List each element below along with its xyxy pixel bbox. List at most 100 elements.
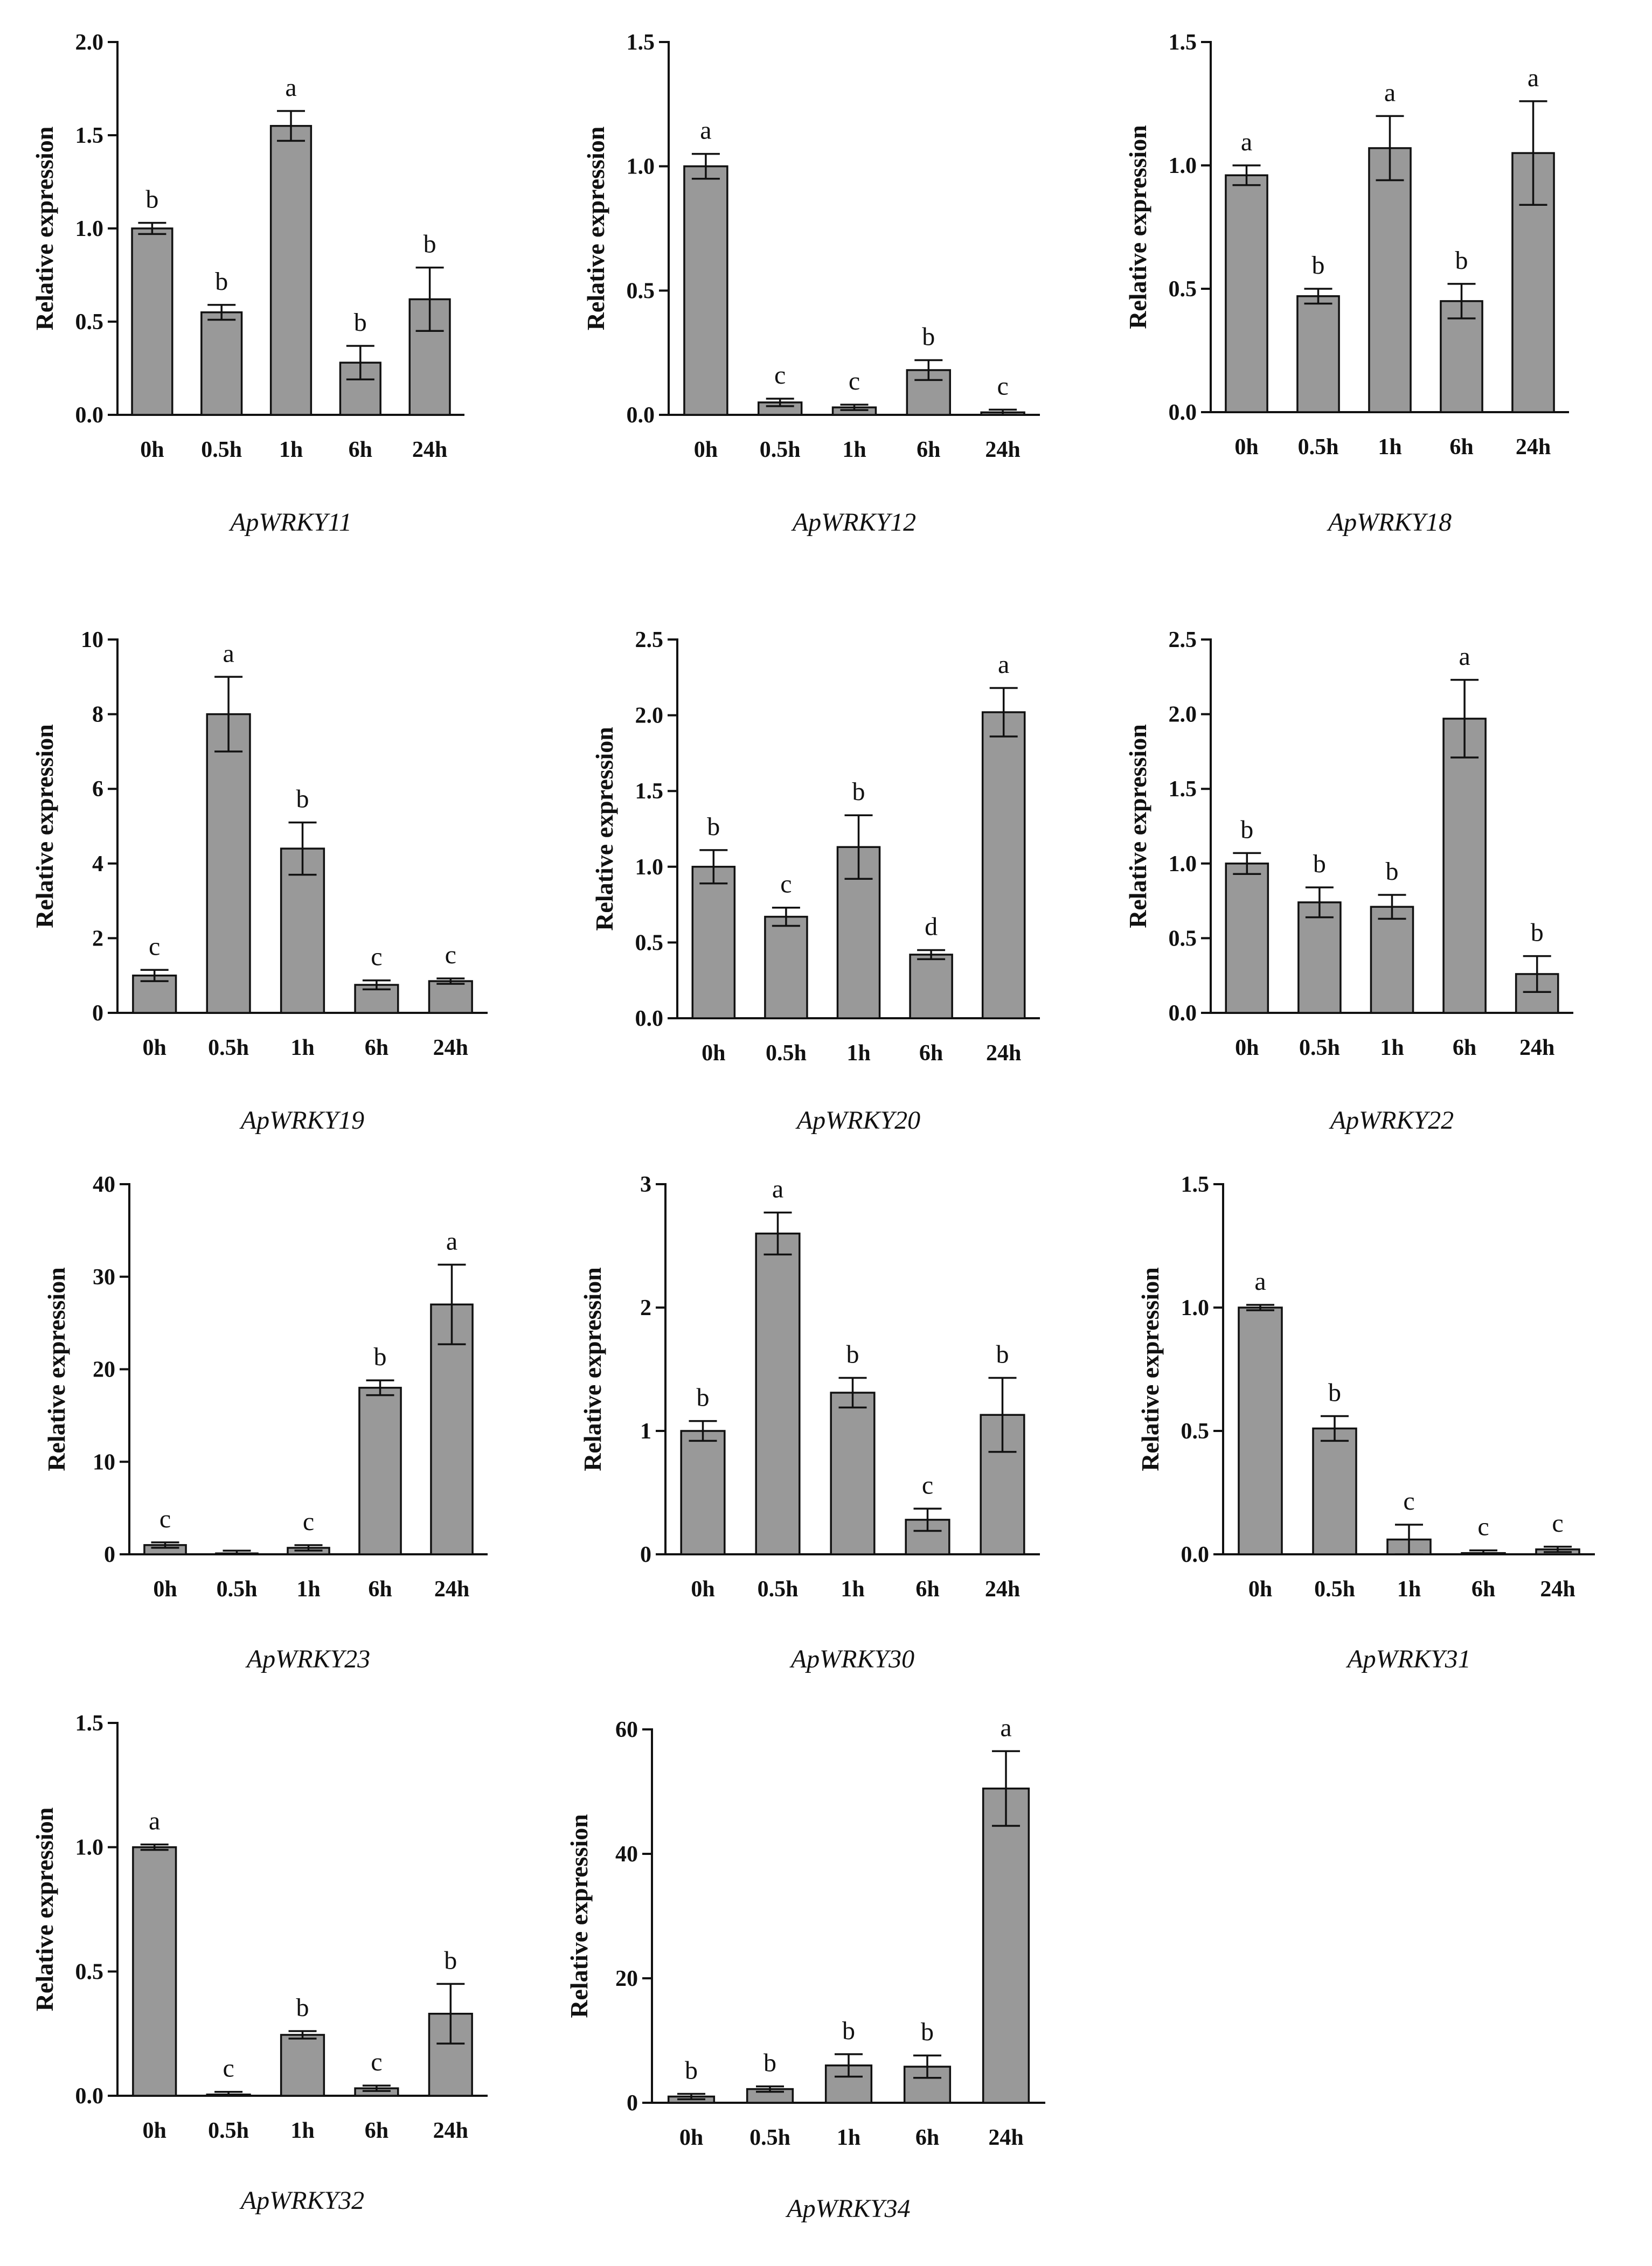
- significance-letter: b: [215, 267, 228, 296]
- bar: [339, 362, 381, 416]
- x-tick-label: 0.5h: [749, 2125, 790, 2150]
- y-tick-label: 1.5: [75, 123, 104, 148]
- chart-title: ApWRKY18: [1327, 508, 1452, 537]
- significance-letter: c: [997, 372, 1008, 400]
- significance-letter: a: [1254, 1267, 1266, 1296]
- y-tick-label: 2: [92, 926, 103, 951]
- y-axis-title: Relative expression: [565, 1814, 593, 2018]
- bar: [428, 980, 473, 1014]
- x-tick-label: 1h: [290, 2118, 314, 2143]
- significance-letter: a: [149, 1807, 160, 1836]
- significance-letter: b: [424, 230, 436, 259]
- x-tick-label: 24h: [412, 437, 447, 462]
- y-tick-label: 6: [92, 777, 103, 802]
- y-tick-label: 0.5: [627, 279, 655, 303]
- x-tick-label: 0.5h: [1299, 1035, 1340, 1060]
- chart-title: ApWRKY22: [1329, 1106, 1454, 1135]
- x-tick-label: 0.5h: [1314, 1577, 1355, 1602]
- x-tick-label: 6h: [349, 437, 372, 462]
- y-tick-label: 0: [627, 2091, 638, 2116]
- x-tick-label: 0h: [153, 1577, 177, 1602]
- significance-letter: b: [685, 2056, 698, 2084]
- significance-letter: b: [145, 185, 158, 214]
- significance-letter: c: [1552, 1509, 1563, 1538]
- y-tick-label: 0.0: [75, 403, 104, 428]
- x-tick-label: 1h: [842, 437, 866, 462]
- x-tick-label: 6h: [365, 2118, 388, 2143]
- bar: [982, 1787, 1030, 2104]
- bar: [1312, 1427, 1357, 1555]
- x-tick-label: 6h: [1449, 435, 1473, 460]
- chart-panel: 0.0 0.5 1.0 1.5 Relative expression a 0h c 0.5h b…: [31, 1711, 488, 2215]
- y-tick-label: 0.5: [1169, 277, 1197, 302]
- significance-letter: b: [846, 1340, 859, 1369]
- y-tick-label: 1.0: [635, 855, 664, 880]
- significance-letter: c: [1477, 1513, 1489, 1541]
- x-tick-label: 1h: [1380, 1035, 1404, 1060]
- x-tick-label: 0.5h: [1298, 435, 1339, 460]
- bar: [1297, 901, 1342, 1014]
- bar: [1225, 863, 1269, 1014]
- y-tick-label: 4: [92, 852, 103, 877]
- significance-letter: b: [763, 2049, 776, 2077]
- x-tick-label: 6h: [368, 1577, 392, 1602]
- x-tick-label: 6h: [919, 1041, 943, 1066]
- y-axis-title: Relative expression: [1124, 125, 1151, 329]
- chart-title: ApWRKY12: [791, 508, 916, 537]
- bar: [206, 713, 251, 1014]
- bar: [280, 847, 325, 1014]
- y-axis-title: Relative expression: [591, 727, 618, 931]
- x-tick-label: 6h: [915, 1577, 939, 1602]
- significance-letter: b: [697, 1384, 710, 1412]
- bar: [131, 227, 173, 416]
- x-tick-label: 6h: [1471, 1577, 1495, 1602]
- y-axis-title: Relative expression: [31, 1808, 58, 2012]
- chart-title: ApWRKY23: [245, 1645, 370, 1673]
- bar: [1225, 174, 1268, 413]
- bar: [764, 915, 808, 1019]
- y-tick-label: 1.5: [627, 30, 655, 55]
- bar: [358, 1387, 402, 1555]
- significance-letter: b: [852, 777, 865, 806]
- y-tick-label: 1.5: [1181, 1172, 1210, 1197]
- chart-panel: 0 1 2 3 Relative expression b 0h a 0.5h b 1h c 6h b 24…: [579, 1172, 1040, 1673]
- significance-letter: c: [774, 361, 786, 390]
- chart-panel: 0.0 0.5 1.0 1.5 2.0 2.5 Relative expression b 0h…: [1124, 628, 1573, 1135]
- significance-letter: c: [223, 2054, 234, 2083]
- bar: [680, 1430, 726, 1555]
- y-tick-label: 1.5: [75, 1711, 104, 1736]
- chart-title: ApWRKY31: [1345, 1645, 1470, 1673]
- x-tick-label: 6h: [1453, 1035, 1476, 1060]
- y-tick-label: 0.5: [635, 930, 664, 955]
- x-tick-label: 0h: [143, 2118, 166, 2143]
- significance-letter: c: [849, 367, 860, 395]
- y-tick-label: 0: [92, 1001, 103, 1026]
- x-tick-label: 0.5h: [201, 437, 242, 462]
- y-tick-label: 40: [615, 1842, 638, 1867]
- y-tick-label: 0: [640, 1542, 651, 1567]
- bar: [683, 165, 728, 416]
- y-tick-label: 1.0: [1169, 852, 1197, 877]
- y-tick-label: 20: [615, 1966, 638, 1991]
- x-tick-label: 24h: [433, 1035, 468, 1060]
- chart-panel: 0 20 40 60 Relative expression b 0h b 0.5h b 1h b 6h…: [565, 1713, 1045, 2223]
- y-tick-label: 10: [93, 1450, 115, 1475]
- chart-title: ApWRKY19: [239, 1106, 364, 1135]
- y-tick-label: 2.5: [635, 628, 664, 652]
- significance-letter: b: [922, 323, 935, 351]
- significance-letter: b: [1313, 850, 1326, 878]
- bar: [200, 311, 243, 416]
- significance-letter: c: [371, 2048, 382, 2076]
- y-axis-title: Relative expression: [1124, 724, 1151, 928]
- chart-panel: 0.0 0.5 1.0 1.5 Relative expression a 0h b 0.5h a…: [1124, 30, 1569, 537]
- y-tick-label: 2.0: [1169, 703, 1197, 727]
- y-tick-label: 1.0: [1169, 154, 1197, 178]
- bar: [830, 1392, 876, 1555]
- chart-title: ApWRKY34: [785, 2194, 910, 2223]
- y-tick-label: 1.5: [1169, 777, 1197, 802]
- y-tick-label: 30: [93, 1265, 115, 1290]
- significance-letter: c: [445, 941, 456, 969]
- significance-letter: a: [1384, 78, 1396, 107]
- y-tick-label: 20: [93, 1358, 115, 1382]
